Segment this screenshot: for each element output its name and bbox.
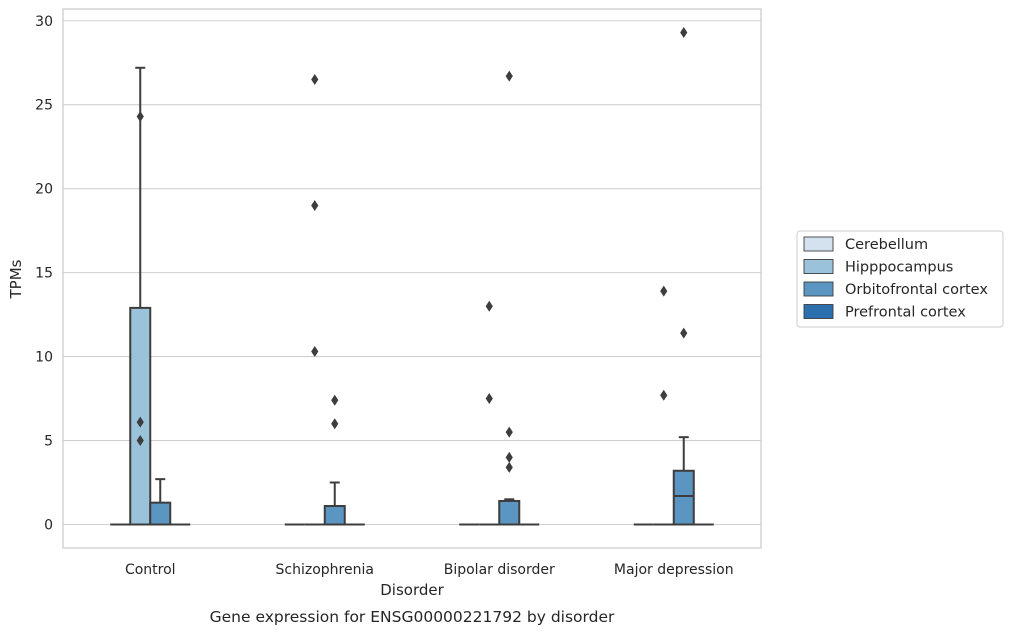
outlier-point bbox=[331, 394, 339, 406]
box-series bbox=[110, 27, 714, 526]
box-body bbox=[323, 505, 346, 526]
x-tick-label: Schizophrenia bbox=[276, 562, 374, 578]
y-tick-label: 15 bbox=[35, 266, 53, 282]
box-body bbox=[149, 501, 172, 526]
x-tick-labels: Control Schizophrenia Bipolar disorder Majo… bbox=[125, 562, 734, 578]
outlier-point bbox=[505, 426, 513, 438]
legend-label: Hipppocampus bbox=[845, 260, 953, 276]
outlier-point bbox=[311, 199, 319, 211]
outlier-point bbox=[660, 285, 668, 297]
outlier-point bbox=[311, 346, 319, 358]
chart-caption: Gene expression for ENSG00000221792 by d… bbox=[210, 608, 615, 626]
outlier-point bbox=[660, 389, 668, 401]
outlier-point bbox=[680, 327, 688, 339]
legend-swatch bbox=[803, 304, 834, 319]
box bbox=[323, 394, 346, 526]
outlier-point bbox=[505, 461, 513, 473]
box bbox=[479, 300, 500, 526]
box-body bbox=[498, 499, 521, 526]
outlier-point bbox=[680, 27, 688, 39]
legend-label: Orbitofrontal cortex bbox=[845, 282, 988, 298]
box-body bbox=[129, 306, 152, 526]
legend-swatch bbox=[803, 236, 834, 252]
legend-label: Cerebellum bbox=[845, 237, 928, 253]
box-body bbox=[672, 469, 695, 526]
y-tick-label: 25 bbox=[35, 98, 53, 114]
legend-frame bbox=[796, 230, 1004, 328]
outlier-point bbox=[136, 416, 144, 428]
x-tick-label: Bipolar disorder bbox=[444, 562, 555, 578]
y-tick-labels: 0 5 10 15 20 25 30 bbox=[35, 14, 53, 534]
outlier-point bbox=[485, 300, 493, 312]
legend-swatch bbox=[803, 281, 834, 297]
y-tick-label: 30 bbox=[35, 14, 53, 30]
gridlines bbox=[63, 20, 761, 526]
box bbox=[672, 27, 695, 526]
x-tick-label: Major depression bbox=[614, 562, 734, 578]
plot-frame bbox=[62, 8, 762, 549]
y-tick-label: 0 bbox=[44, 517, 53, 533]
box bbox=[149, 478, 172, 526]
x-axis-label: Disorder bbox=[380, 581, 444, 599]
legend: Cerebellum Hipppocampus Orbitofrontal cort… bbox=[796, 230, 1004, 328]
y-tick-label: 20 bbox=[35, 182, 53, 198]
y-axis-label: TPMs bbox=[7, 259, 25, 299]
outlier-point bbox=[505, 70, 513, 82]
outlier-point bbox=[136, 435, 144, 447]
outlier-point bbox=[505, 451, 513, 463]
y-tick-label: 10 bbox=[35, 350, 53, 366]
legend-swatch bbox=[803, 259, 834, 274]
box bbox=[498, 70, 521, 526]
x-tick-label: Control bbox=[125, 562, 176, 578]
outlier-point bbox=[331, 418, 339, 430]
box bbox=[129, 66, 152, 526]
box bbox=[304, 74, 325, 526]
box bbox=[653, 285, 674, 526]
legend-label: Prefrontal cortex bbox=[845, 305, 966, 321]
outlier-point bbox=[485, 393, 493, 405]
outlier-point bbox=[136, 110, 144, 122]
y-tick-label: 5 bbox=[44, 434, 53, 450]
outlier-point bbox=[311, 74, 319, 86]
